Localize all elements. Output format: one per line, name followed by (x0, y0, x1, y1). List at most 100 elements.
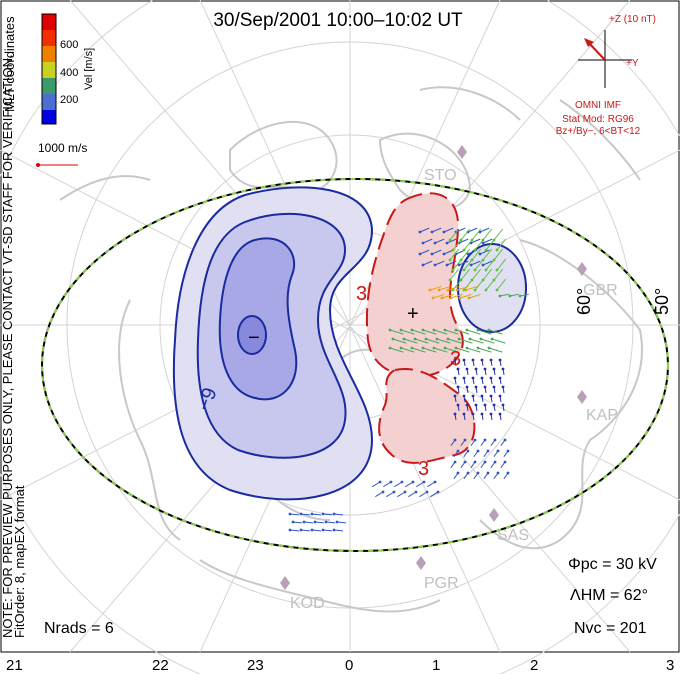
velocity-vector (453, 472, 459, 479)
mlt-tick-22: 22 (152, 657, 169, 674)
velocity-vector (475, 368, 478, 375)
velocity-vector (454, 359, 457, 366)
coastlines (59, 86, 643, 613)
station-label-kap: KAP (586, 407, 618, 424)
velocity-vector (470, 439, 476, 446)
velocity-vector (490, 359, 493, 366)
velocity-vector (444, 329, 459, 335)
reference-vector-label: 1000 m/s (38, 141, 87, 155)
velocity-vector (470, 461, 476, 468)
contour-label-3b: 3 (450, 348, 461, 370)
velocity-vector (449, 228, 460, 241)
velocity-vector (460, 248, 471, 261)
colorbar-tick-400: 400 (60, 67, 78, 79)
mlt-axis: 21 22 23 0 1 2 3 (6, 657, 674, 674)
colorbar-tick-600: 600 (60, 39, 78, 51)
velocity-vector (456, 285, 469, 291)
velocity-vector (469, 338, 484, 344)
velocity-vector (493, 450, 499, 457)
velocity-vector (422, 347, 437, 353)
velocity-vector (449, 248, 460, 261)
latitude-labels: 60° 50° (574, 288, 672, 315)
velocity-vector (463, 413, 466, 420)
velocity-vector (400, 329, 415, 335)
velocity-vector (386, 491, 395, 498)
station-marker-kod (280, 576, 290, 590)
velocity-vector (473, 472, 479, 479)
velocity-vector (433, 329, 448, 335)
velocity-vector (322, 513, 333, 516)
velocity-vector (502, 404, 505, 411)
velocity-vector (463, 258, 474, 271)
velocity-vector (503, 450, 509, 457)
velocity-vector (454, 413, 457, 420)
positive-potential-cell (365, 192, 476, 464)
velocity-vector (325, 521, 336, 524)
velocity-vector (443, 249, 454, 255)
velocity-vector (470, 260, 481, 266)
velocity-vector (459, 293, 472, 299)
velocity-vector (454, 377, 457, 384)
velocity-vector (453, 450, 459, 457)
velocity-vector (474, 258, 485, 271)
velocity-vector (333, 513, 344, 516)
station-marker-sas (489, 508, 499, 522)
station-label-kod: KOD (290, 595, 325, 612)
velocity-vector (493, 404, 496, 411)
dawn-negative-cell (457, 243, 527, 333)
velocity-vector (488, 329, 503, 335)
velocity-colorbar: 600 400 200 Vel [m/s] (41, 13, 95, 125)
station-label-sto: STO (424, 167, 457, 184)
velocity-vector (500, 439, 506, 446)
velocity-vector (389, 329, 404, 335)
velocity-vector (482, 268, 493, 281)
velocity-vector (479, 249, 490, 255)
velocity-vector (475, 404, 478, 411)
velocity-vector (450, 439, 456, 446)
velocity-vector (392, 338, 407, 344)
velocity-vector (466, 386, 469, 393)
mlt-tick-0: 0 (345, 657, 353, 674)
imf-omni-label: OMNI IMF (575, 100, 621, 111)
velocity-vector (375, 491, 384, 498)
velocity-vector (452, 238, 463, 251)
velocity-vector (485, 278, 496, 291)
velocity-vector (447, 285, 460, 291)
velocity-vector (483, 472, 489, 479)
velocity-vector (434, 260, 445, 266)
velocity-vector (496, 258, 507, 271)
velocity-vector (493, 228, 504, 241)
station-label-sas: SAS (497, 527, 529, 544)
velocity-vector (416, 481, 425, 488)
velocity-vector (408, 491, 417, 498)
velocity-vector (397, 491, 406, 498)
velocity-vector (463, 278, 474, 291)
velocity-vector (484, 404, 487, 411)
velocity-vector (488, 347, 503, 353)
velocity-vector (482, 228, 493, 241)
station-markers (280, 145, 587, 590)
velocity-vector (466, 404, 469, 411)
velocity-vectors (288, 227, 529, 532)
velocity-vector (519, 293, 529, 297)
reference-vector-dot (36, 163, 40, 167)
mlt-tick-1: 1 (432, 657, 440, 674)
contour-label-3c: 3 (418, 458, 429, 480)
velocity-vector (500, 461, 506, 468)
velocity-vector (458, 338, 473, 344)
velocity-vector (419, 249, 430, 255)
velocity-vector (491, 338, 506, 344)
velocity-vector (431, 249, 442, 255)
velocity-vector (485, 258, 496, 271)
velocity-vector (394, 481, 403, 488)
velocity-vector (472, 413, 475, 420)
velocity-vector (403, 338, 418, 344)
velocity-vector (311, 513, 322, 516)
velocity-vector (490, 439, 496, 446)
velocity-vector (449, 268, 460, 281)
imf-y-label: +Y (626, 58, 639, 69)
velocity-vector (493, 386, 496, 393)
stat-n-vc: Nvc = 201 (574, 620, 647, 637)
velocity-vector (502, 368, 505, 375)
velocity-vector (509, 293, 519, 297)
